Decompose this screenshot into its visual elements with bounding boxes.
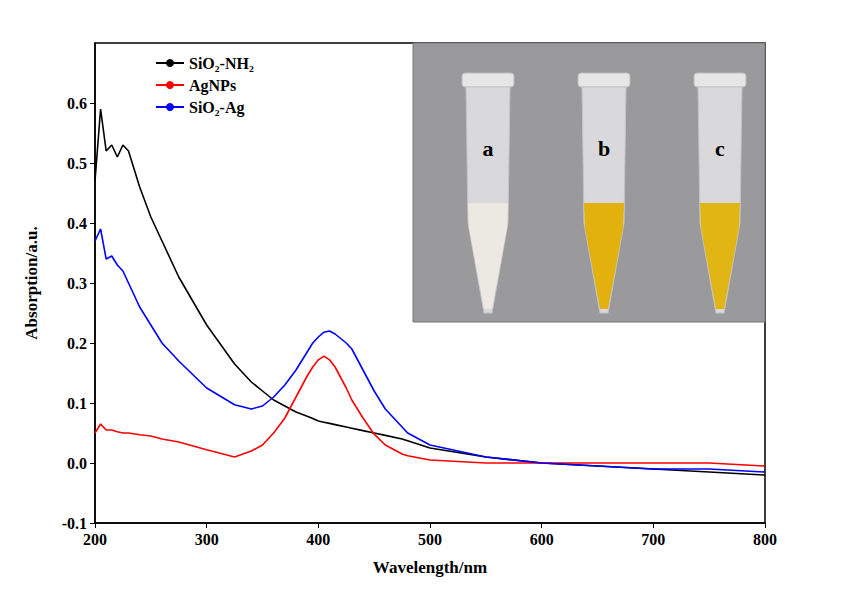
svg-text:300: 300 bbox=[195, 531, 219, 548]
svg-text:AgNPs: AgNPs bbox=[189, 77, 236, 95]
svg-text:SiO₂-NH₂: SiO₂-NH₂ bbox=[189, 55, 254, 72]
svg-text:c: c bbox=[715, 136, 725, 161]
svg-text:700: 700 bbox=[641, 531, 665, 548]
svg-text:600: 600 bbox=[530, 531, 554, 548]
svg-text:0.3: 0.3 bbox=[67, 275, 87, 292]
svg-text:500: 500 bbox=[418, 531, 442, 548]
svg-text:0.5: 0.5 bbox=[67, 155, 87, 172]
svg-text:0.2: 0.2 bbox=[67, 335, 87, 352]
svg-text:-0.1: -0.1 bbox=[62, 515, 87, 532]
svg-text:a: a bbox=[483, 136, 494, 161]
svg-text:0.6: 0.6 bbox=[67, 95, 87, 112]
svg-text:b: b bbox=[598, 136, 610, 161]
svg-text:0.0: 0.0 bbox=[67, 455, 87, 472]
svg-text:Wavelength/nm: Wavelength/nm bbox=[373, 558, 487, 577]
svg-text:400: 400 bbox=[306, 531, 330, 548]
svg-text:200: 200 bbox=[83, 531, 107, 548]
svg-text:Absorption/a.u.: Absorption/a.u. bbox=[22, 226, 41, 339]
svg-text:0.1: 0.1 bbox=[67, 395, 87, 412]
svg-text:0.4: 0.4 bbox=[67, 215, 87, 232]
svg-text:SiO₂-Ag: SiO₂-Ag bbox=[189, 99, 244, 117]
svg-text:800: 800 bbox=[753, 531, 777, 548]
